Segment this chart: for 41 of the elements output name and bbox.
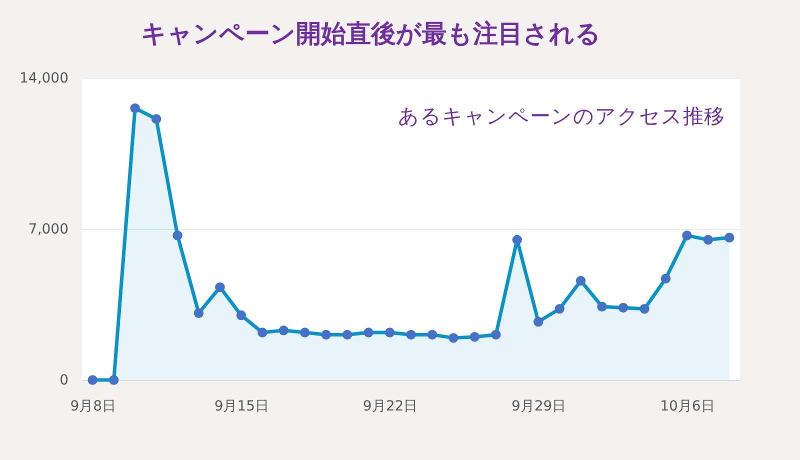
x-tick-label: 9月8日 xyxy=(70,398,116,414)
point xyxy=(130,103,140,114)
point xyxy=(151,114,162,124)
text: あるキャンペーンのアクセス推移 xyxy=(398,104,725,128)
y-tick-label: 14,000 xyxy=(20,70,68,86)
point xyxy=(427,330,438,340)
point xyxy=(618,302,628,313)
x-tick-label: 10月6日 xyxy=(660,398,715,414)
point xyxy=(576,276,586,286)
point xyxy=(342,330,352,340)
point xyxy=(682,230,692,240)
point xyxy=(108,375,119,385)
point xyxy=(491,330,501,340)
x-tick-label: 9月22日 xyxy=(362,398,418,414)
point xyxy=(554,304,564,314)
point xyxy=(724,232,734,242)
point xyxy=(278,326,289,336)
point xyxy=(512,234,522,245)
point xyxy=(703,234,714,245)
point xyxy=(597,302,607,312)
chart-title: キャンペーン開始直後が最も注目される xyxy=(141,19,601,48)
point xyxy=(533,316,544,327)
point xyxy=(470,332,480,342)
point xyxy=(384,328,395,338)
point xyxy=(321,330,331,340)
point xyxy=(640,304,650,314)
x-tick-label: 9月15日 xyxy=(214,398,270,414)
point xyxy=(215,282,225,292)
point xyxy=(236,310,246,320)
y-tick-label: 0 xyxy=(60,372,68,388)
y-tick-label: 7,000 xyxy=(28,222,68,238)
point xyxy=(172,230,182,240)
point xyxy=(88,375,98,385)
point xyxy=(300,328,310,338)
point xyxy=(258,328,268,338)
point xyxy=(406,330,416,340)
point xyxy=(364,328,374,338)
point xyxy=(194,308,204,318)
point xyxy=(660,274,671,284)
point xyxy=(448,333,458,343)
x-tick-label: 9月29日 xyxy=(511,398,566,414)
